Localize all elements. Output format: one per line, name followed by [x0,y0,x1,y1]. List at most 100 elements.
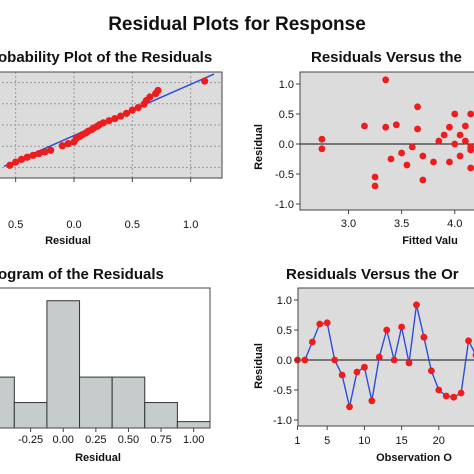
histogram-panel: ogram of the Residuals -0.25 0.00 0.25 0.50… [0,266,211,464]
histogram-bar [0,376,15,429]
normal-probability-point [117,112,125,120]
residuals-vs-fits-point [387,155,395,163]
residuals-vs-order-point [398,323,405,331]
residuals-vs-order-xtick-label: 15 [395,435,407,447]
residuals-vs-fits-ytick-label: 0.5 [279,109,294,121]
residuals-vs-order-point [375,353,383,361]
residuals-vs-fits-ytick-label: 1.0 [279,79,294,91]
residuals-vs-fits-point [392,121,400,129]
normal-probability-point [23,153,31,161]
residuals-vs-order-ytick-label: 0.0 [277,355,292,367]
residuals-vs-order-xtick-label: 20 [433,435,445,447]
normal-probability-xtick-label: 1.0 [183,219,198,231]
histogram-frame [0,287,211,429]
residuals-vs-order-point [316,320,324,328]
normal-probability-frame [0,71,223,179]
residuals-vs-order-ytick-label: 0.5 [277,325,292,337]
figure-title: Residual Plots for Response [108,14,366,35]
residuals-vs-order-ytick-label: -1.0 [273,415,292,427]
histogram-bar [13,402,48,429]
normal-probability-xtick-label: 0.5 [125,219,140,231]
residuals-vs-fits-point [398,149,406,157]
residuals-vs-fits-point [461,122,469,130]
residuals-vs-order-point [435,386,443,394]
residuals-vs-fits-background [300,72,474,210]
residuals-vs-fits-point [451,140,459,148]
residuals-vs-order-point [420,333,428,341]
residuals-vs-fits-point [419,176,427,184]
residuals-vs-fits-point [467,146,474,154]
normal-probability-point [128,106,136,114]
residuals-vs-fits-ytick-label: -0.5 [275,169,294,181]
normal-probability-point [122,109,131,117]
residuals-vs-order-point [450,393,458,401]
residuals-vs-order-point [383,326,391,334]
residuals-vs-order-point [442,392,450,400]
residuals-vs-order-ytick-label: -0.5 [273,385,292,397]
normal-probability-point [41,148,49,156]
residuals-vs-fits-point [403,161,411,169]
residuals-vs-order-point [361,363,368,371]
histogram-xtick-label: 0.00 [53,434,74,446]
residuals-vs-fits-xtick-label: 3.0 [341,218,356,230]
residuals-vs-order-point [331,356,339,364]
residuals-vs-fits-xtick-label: 3.5 [394,218,409,230]
residuals-vs-fits-point [371,182,379,190]
normal-probability-point [154,86,162,95]
residuals-vs-order-frame [297,287,474,427]
residuals-vs-order-point [346,403,353,411]
normal-probability-point [12,158,20,166]
residuals-vs-fits-point [446,123,453,131]
normal-probability-point [47,146,55,154]
histogram-title: ogram of the Residuals [0,266,164,283]
histogram-xlabel: Residual [75,452,121,464]
residuals-vs-fits-point [408,143,416,151]
residuals-vs-fits-point [451,110,459,118]
residuals-vs-order-panel: Residuals Versus the Or 1 5 10 15 201.00.50.… [253,266,474,464]
residuals-vs-order-point [338,371,346,379]
normal-probability-point [29,151,37,159]
histogram-bar [79,376,113,429]
residuals-vs-order-xtick-label: 5 [324,435,330,447]
histogram-plot-area: -0.25 0.00 0.25 0.50 0.75 1.00 [0,287,211,446]
normal-probability-point [6,161,14,169]
residuals-vs-fits-point [467,164,474,172]
residuals-vs-fits-point [371,173,379,181]
residuals-vs-fits-xlabel: Fitted Valu [402,235,458,247]
residuals-vs-order-point [405,359,413,367]
normal-probability-point [111,115,119,123]
normal-probability-point [201,77,209,85]
normal-probability-xtick-label: 0.0 [66,219,81,231]
residuals-vs-fits-point [446,158,453,166]
residuals-vs-fits-point [382,123,390,131]
normal-probability-title: obability Plot of the Residuals [0,49,212,66]
residuals-vs-order-point [323,319,331,327]
normal-probability-plot-area: 0.5 0.0 0.5 1.0 [0,71,223,231]
normal-probability-point [134,104,142,112]
histogram-bar [144,402,178,429]
residuals-vs-fits-title: Residuals Versus the [311,49,462,66]
residuals-vs-order-point [353,368,361,376]
histogram-xtick-label: -0.25 [18,434,43,446]
histogram-bar [46,300,81,429]
residuals-vs-fits-point [461,137,469,145]
residuals-vs-fits-point [435,137,443,145]
normal-probability-point [99,119,107,127]
histogram-bar [111,376,146,429]
histogram-xtick-label: 1.00 [183,434,204,446]
residuals-vs-order-xlabel: Observation O [376,452,452,464]
residuals-vs-order-title: Residuals Versus the Or [286,266,459,283]
residuals-vs-fits-frame [299,71,474,211]
residuals-vs-fits-ylabel: Residual [253,124,265,170]
residuals-vs-order-point [457,389,465,397]
residuals-vs-order-point [301,356,309,364]
normal-probability-panel: obability Plot of the Residuals 0.5 0.0 0.… [0,49,223,247]
residuals-vs-order-point [390,356,398,364]
residuals-vs-order-xtick-label: 1 [294,435,300,447]
residuals-vs-fits-xtick-label: 4.0 [447,218,462,230]
residuals-vs-fits-panel: Residuals Versus the 3.0 3.5 4.0 1.0 0.5 0.0 -… [253,49,474,247]
histogram-xtick-label: 0.25 [85,434,106,446]
normal-probability-point [105,117,113,125]
normal-probability-xtick-label: 0.5 [8,219,23,231]
